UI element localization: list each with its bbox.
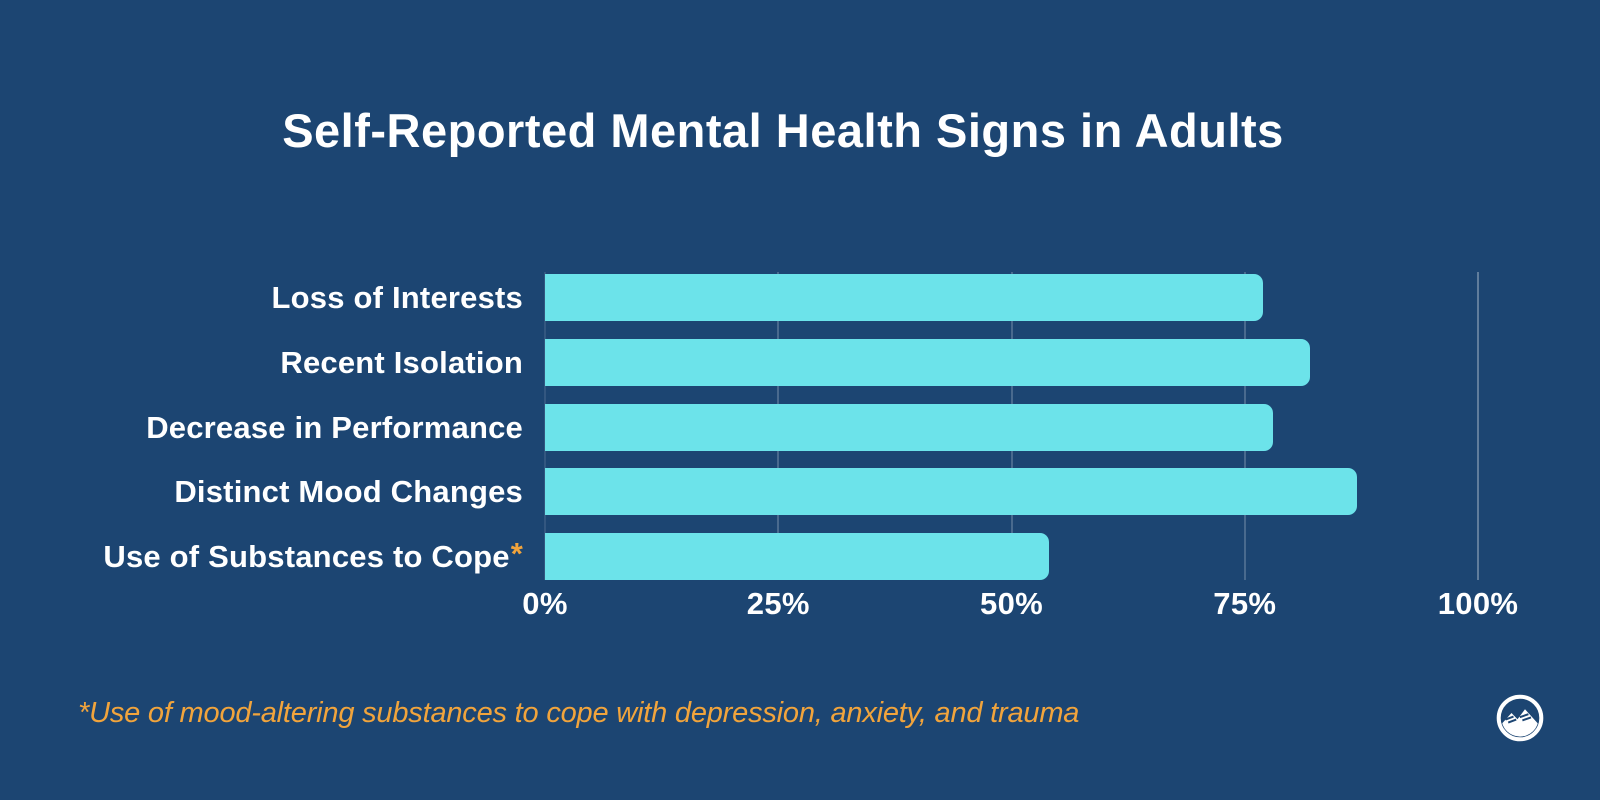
logo-mountains [1501,709,1539,737]
category-label: Recent Isolation [280,345,523,380]
plot-area [544,272,1479,580]
bar [545,339,1311,386]
bar [545,468,1357,515]
chart-title: Self-Reported Mental Health Signs in Adu… [282,104,1284,157]
footnote-marker-asterisk: * [510,536,523,571]
x-tick-label-50: 50% [980,586,1043,621]
x-tick-label-25: 25% [746,586,810,621]
logo-ring [1496,694,1544,742]
x-tick-label-100: 100% [1437,586,1519,621]
bar [545,533,1049,580]
x-tick-label-75: 75% [1213,586,1277,621]
category-label: Decrease in Performance [146,410,523,445]
gridline-100 [1477,272,1479,580]
category-label: Distinct Mood Changes [174,474,523,509]
category-label: Use of Substances to Cope* [103,536,523,574]
x-tick-label-0: 0% [522,586,568,621]
category-label: Loss of Interests [271,280,523,315]
bar [545,274,1264,321]
footnote: *Use of mood-altering substances to cope… [78,697,1080,729]
mountain-logo-icon [1496,694,1544,742]
bar [545,404,1273,451]
category-labels: Loss of Interests Recent Isolation Decreas… [60,272,523,580]
